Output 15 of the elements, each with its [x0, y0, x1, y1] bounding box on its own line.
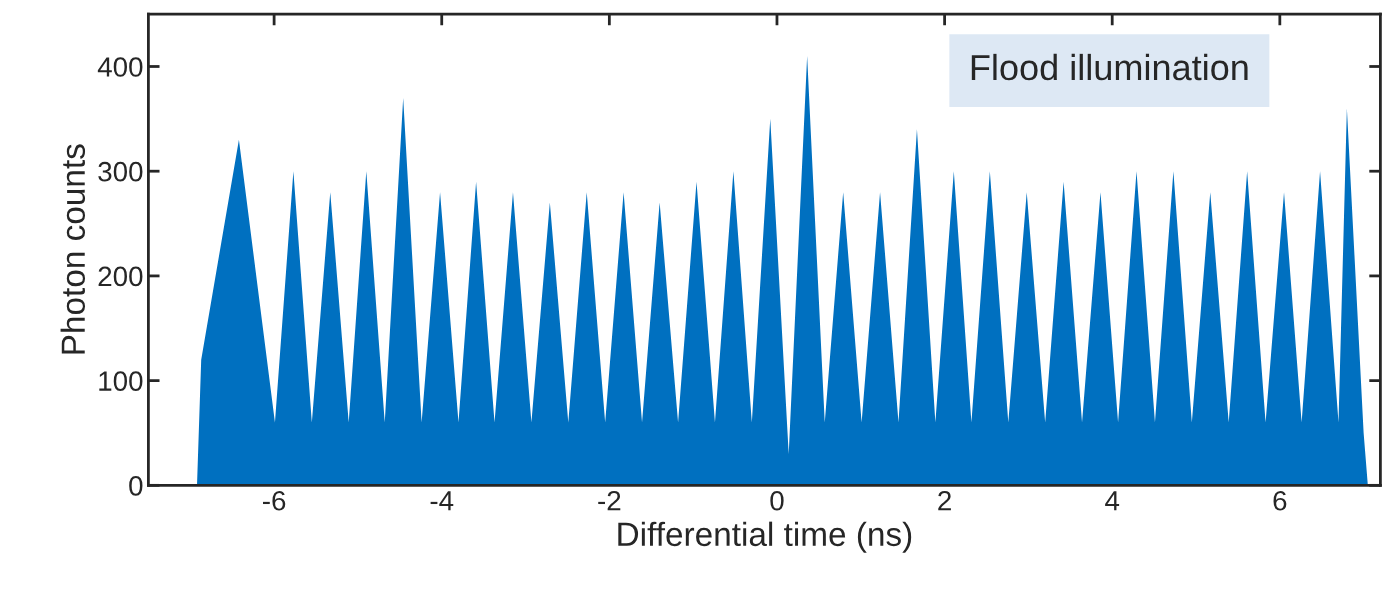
- x-tick-label: 6: [1273, 490, 1287, 511]
- x-axis-title: Differential time (ns): [618, 521, 912, 553]
- x-tick-label: -6: [263, 490, 286, 511]
- x-tick-label: -2: [598, 490, 621, 511]
- x-tick-label: 4: [1105, 491, 1120, 511]
- y-axis-title: Photon counts: [60, 144, 86, 354]
- x-tick-label: -4: [430, 491, 454, 511]
- y-tick-label: 300: [98, 161, 143, 182]
- y-tick-label: 100: [99, 371, 143, 391]
- y-tick-label: 200: [98, 266, 143, 287]
- y-tick-label: 0: [129, 476, 143, 496]
- x-tick-label: 0: [770, 490, 784, 511]
- y-tick-label: 400: [97, 57, 143, 77]
- x-tick-label: 2: [938, 490, 951, 511]
- annotation: Flood illumination: [971, 53, 1248, 81]
